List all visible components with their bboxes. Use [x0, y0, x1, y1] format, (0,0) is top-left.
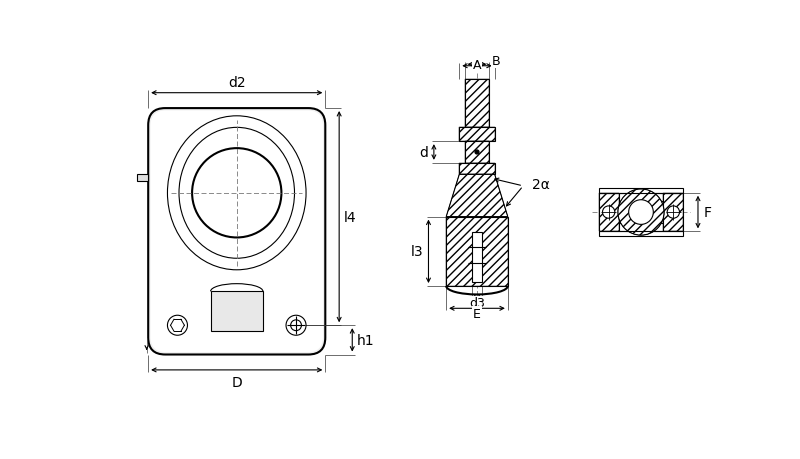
Bar	[465, 142, 490, 163]
Text: d: d	[420, 146, 429, 160]
Bar	[138, 174, 148, 182]
Bar	[459, 128, 494, 142]
Text: l3: l3	[410, 245, 423, 259]
Text: d3: d3	[469, 297, 485, 310]
Circle shape	[286, 315, 306, 336]
Text: B: B	[492, 55, 501, 68]
Text: h1: h1	[357, 333, 374, 347]
FancyBboxPatch shape	[148, 109, 326, 355]
Text: A: A	[473, 59, 482, 72]
Bar	[465, 80, 490, 128]
Bar	[446, 217, 508, 286]
Circle shape	[167, 315, 187, 336]
Bar	[459, 128, 494, 142]
Bar	[472, 233, 482, 282]
Circle shape	[629, 200, 654, 225]
Ellipse shape	[179, 128, 294, 259]
Text: d2: d2	[228, 76, 246, 90]
Text: E: E	[473, 308, 481, 320]
Bar	[210, 292, 263, 332]
Bar	[598, 193, 618, 232]
FancyBboxPatch shape	[150, 111, 323, 353]
Circle shape	[475, 151, 479, 155]
Text: D: D	[231, 375, 242, 389]
Bar	[663, 193, 683, 232]
Bar	[459, 163, 494, 175]
Circle shape	[667, 207, 679, 219]
Bar	[598, 232, 683, 236]
Bar	[459, 163, 494, 175]
Circle shape	[192, 149, 282, 238]
Text: l4: l4	[344, 210, 357, 224]
Bar	[465, 80, 490, 128]
Bar	[598, 193, 618, 232]
Text: F: F	[703, 206, 711, 219]
Bar	[598, 189, 683, 193]
Bar	[446, 217, 508, 286]
Polygon shape	[446, 175, 508, 217]
Circle shape	[602, 207, 615, 219]
Text: 2α: 2α	[533, 178, 550, 192]
Bar	[663, 193, 683, 232]
Bar	[618, 202, 663, 224]
Circle shape	[618, 190, 664, 235]
Bar	[465, 142, 490, 163]
